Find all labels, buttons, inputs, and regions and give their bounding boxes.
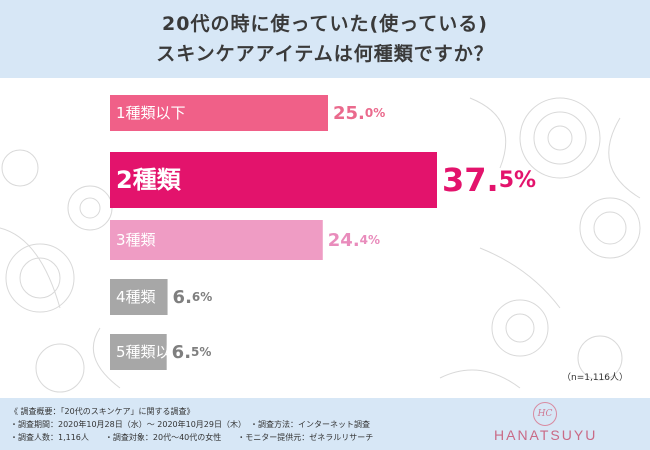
bar-3: [110, 220, 323, 260]
title-banner: 20代の時に使っていた(使っている) スキンケアアイテムは何種類ですか？: [0, 0, 650, 78]
category-label-5: 5種類以上: [116, 343, 186, 361]
floral-background: [0, 97, 641, 393]
value-label-1: 25.0%: [333, 103, 385, 124]
sample-size-note: （n=1,116人）: [562, 373, 629, 383]
bar-5: [110, 334, 167, 370]
bar-4: [110, 279, 168, 315]
category-label-4: 4種類: [116, 288, 156, 306]
survey-heading: 《 調査概要：「20代のスキンケア」に関する調査》: [10, 407, 195, 416]
survey-detail-1: ・調査期間：2020年10月28日（水）～ 2020年10月29日（木） ・調査…: [10, 420, 370, 429]
bar-1: [110, 95, 328, 131]
value-label-5: 6.5%: [172, 342, 212, 363]
brand-logo: HC: [533, 402, 557, 426]
category-label-1: 1種類以下: [116, 104, 186, 122]
value-label-2: 37.5%: [442, 161, 536, 199]
category-label-2: 2種類: [116, 166, 182, 194]
category-label-3: 3種類: [116, 231, 156, 249]
value-label-4: 6.6%: [173, 287, 213, 308]
chart-title-line-2: スキンケアアイテムは何種類ですか？: [156, 43, 494, 65]
value-label-3: 24.4%: [328, 230, 380, 251]
brand-name: HANATSUYU: [494, 427, 598, 443]
chart-title-line-1: 20代の時に使っていた(使っている): [162, 13, 488, 35]
survey-detail-2: ・調査人数：1,116人 ・調査対象：20代～40代の女性 ・モニター提供元：ゼ…: [10, 433, 374, 442]
bar-2: [110, 152, 437, 208]
